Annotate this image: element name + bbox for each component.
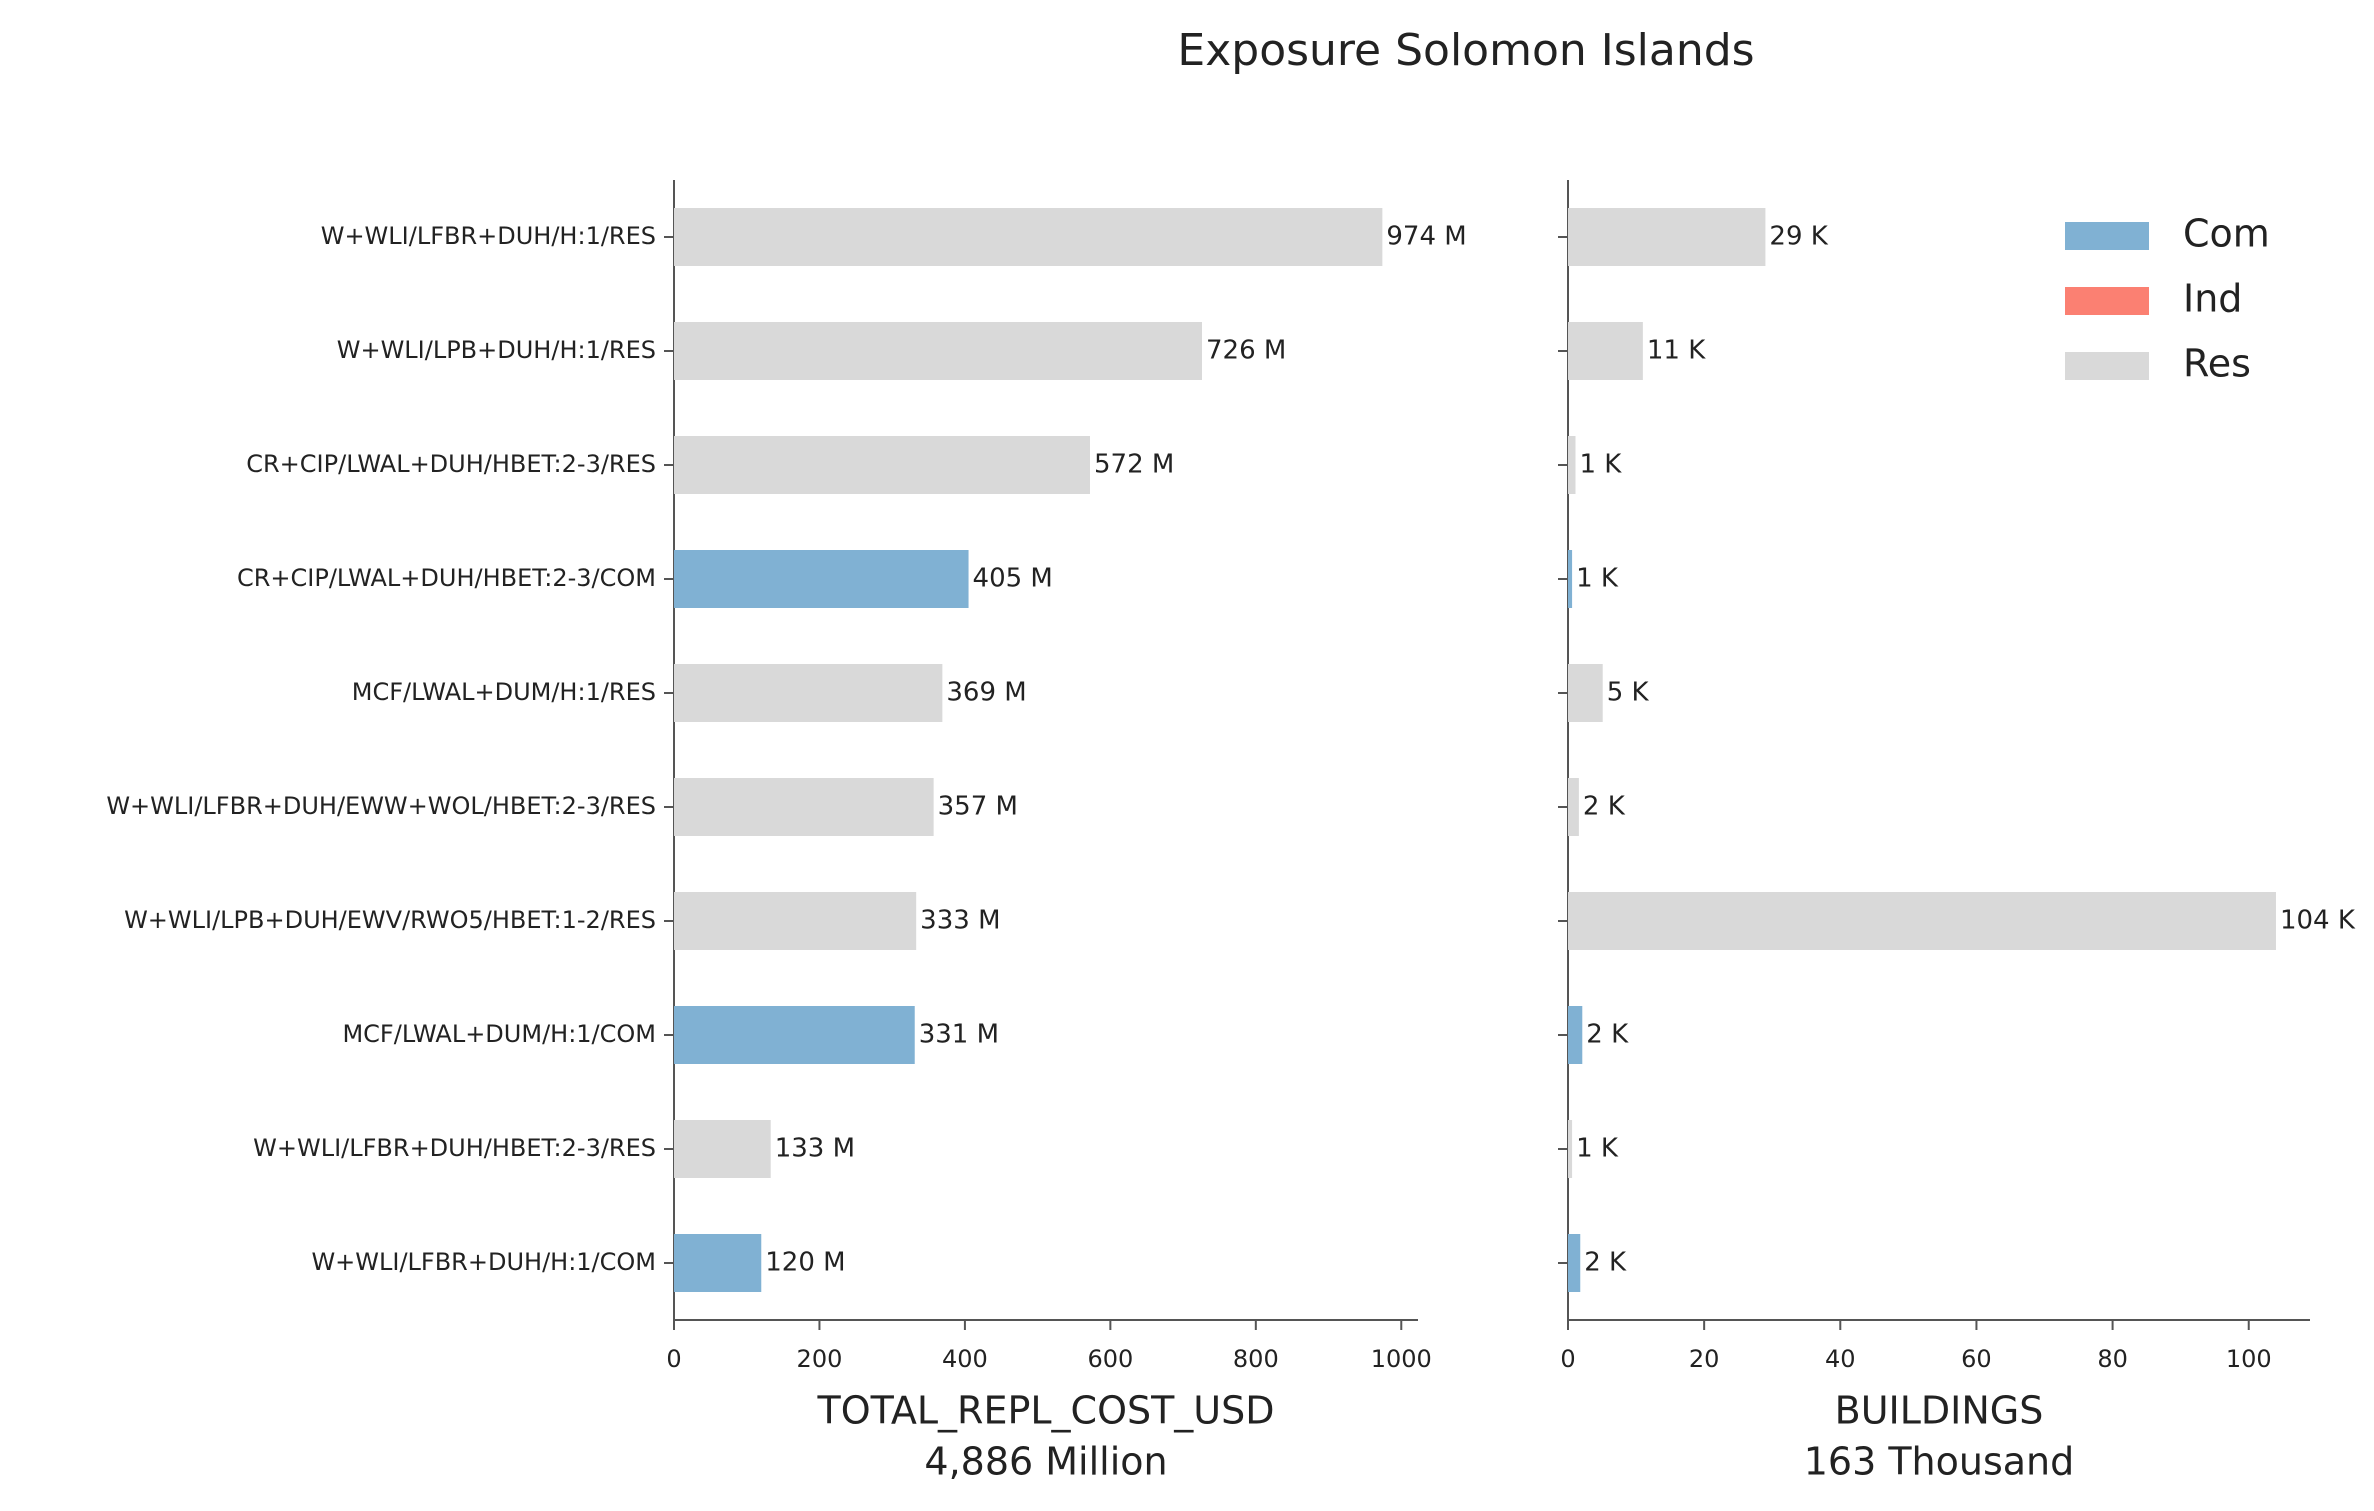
legend-swatch xyxy=(2065,352,2149,380)
value-label: 572 M xyxy=(1094,450,1174,480)
bar xyxy=(1568,208,1766,266)
x-tick-label: 0 xyxy=(1560,1345,1575,1373)
y-tick-label: CR+CIP/LWAL+DUH/HBET:2-3/RES xyxy=(246,450,656,478)
value-label: 104 K xyxy=(2280,906,2356,936)
legend-swatch xyxy=(2065,222,2149,250)
bar xyxy=(674,778,934,836)
value-label: 2 K xyxy=(1586,1020,1629,1050)
legend-label: Res xyxy=(2183,342,2251,386)
x-axis-label: TOTAL_REPL_COST_USD xyxy=(816,1389,1274,1433)
legend-label: Com xyxy=(2183,212,2270,256)
x-tick-label: 40 xyxy=(1825,1345,1856,1373)
bar xyxy=(674,1120,771,1178)
bar xyxy=(674,1006,915,1064)
value-label: 120 M xyxy=(765,1248,845,1278)
y-tick-label: W+WLI/LFBR+DUH/EWW+WOL/HBET:2-3/RES xyxy=(106,792,656,820)
chart-title: Exposure Solomon Islands xyxy=(1177,25,1754,76)
bar xyxy=(674,322,1202,380)
y-tick-label: W+WLI/LFBR+DUH/HBET:2-3/RES xyxy=(253,1134,656,1162)
value-label: 974 M xyxy=(1386,222,1466,252)
bar xyxy=(1568,1006,1583,1064)
y-tick-label: W+WLI/LFBR+DUH/H:1/RES xyxy=(321,222,656,250)
y-tick-label: W+WLI/LPB+DUH/EWV/RWO5/HBET:1-2/RES xyxy=(124,906,656,934)
bar xyxy=(1568,322,1643,380)
value-label: 133 M xyxy=(775,1134,855,1164)
bar xyxy=(674,664,943,722)
bar xyxy=(674,550,969,608)
x-tick-label: 800 xyxy=(1233,1345,1279,1373)
value-label: 2 K xyxy=(1583,792,1626,822)
value-label: 357 M xyxy=(938,792,1018,822)
x-tick-label: 80 xyxy=(2097,1345,2128,1373)
x-tick-label: 60 xyxy=(1961,1345,1992,1373)
value-label: 29 K xyxy=(1769,222,1828,252)
x-tick-label: 1000 xyxy=(1371,1345,1432,1373)
bar xyxy=(1568,892,2276,950)
x-tick-label: 100 xyxy=(2226,1345,2272,1373)
bar xyxy=(674,436,1090,494)
bar xyxy=(674,208,1383,266)
value-label: 11 K xyxy=(1647,336,1706,366)
y-tick-label: CR+CIP/LWAL+DUH/HBET:2-3/COM xyxy=(237,564,656,592)
value-label: 369 M xyxy=(946,678,1026,708)
bar xyxy=(674,1234,762,1292)
y-tick-label: MCF/LWAL+DUM/H:1/COM xyxy=(342,1020,656,1048)
value-label: 1 K xyxy=(1576,564,1619,594)
x-tick-label: 20 xyxy=(1689,1345,1720,1373)
bar xyxy=(1568,550,1573,608)
bar xyxy=(674,892,917,950)
x-tick-label: 600 xyxy=(1087,1345,1133,1373)
x-axis-label: BUILDINGS xyxy=(1835,1389,2044,1433)
bar xyxy=(1568,1234,1581,1292)
value-label: 405 M xyxy=(973,564,1053,594)
x-tick-label: 0 xyxy=(666,1345,681,1373)
bar xyxy=(1568,664,1603,722)
legend-label: Ind xyxy=(2183,277,2242,321)
x-axis-total: 4,886 Million xyxy=(924,1440,1167,1484)
y-tick-label: MCF/LWAL+DUM/H:1/RES xyxy=(352,678,656,706)
x-axis-total: 163 Thousand xyxy=(1804,1440,2075,1484)
value-label: 2 K xyxy=(1584,1248,1627,1278)
value-label: 1 K xyxy=(1576,1134,1619,1164)
value-label: 726 M xyxy=(1206,336,1286,366)
x-tick-label: 400 xyxy=(942,1345,988,1373)
y-tick-label: W+WLI/LFBR+DUH/H:1/COM xyxy=(311,1248,656,1276)
value-label: 331 M xyxy=(919,1020,999,1050)
bar xyxy=(1568,436,1576,494)
x-tick-label: 200 xyxy=(797,1345,843,1373)
bar xyxy=(1568,1120,1573,1178)
value-label: 5 K xyxy=(1607,678,1650,708)
value-label: 1 K xyxy=(1579,450,1622,480)
value-label: 333 M xyxy=(920,906,1000,936)
legend-swatch xyxy=(2065,287,2149,315)
y-tick-label: W+WLI/LPB+DUH/H:1/RES xyxy=(337,336,656,364)
bar xyxy=(1568,778,1579,836)
